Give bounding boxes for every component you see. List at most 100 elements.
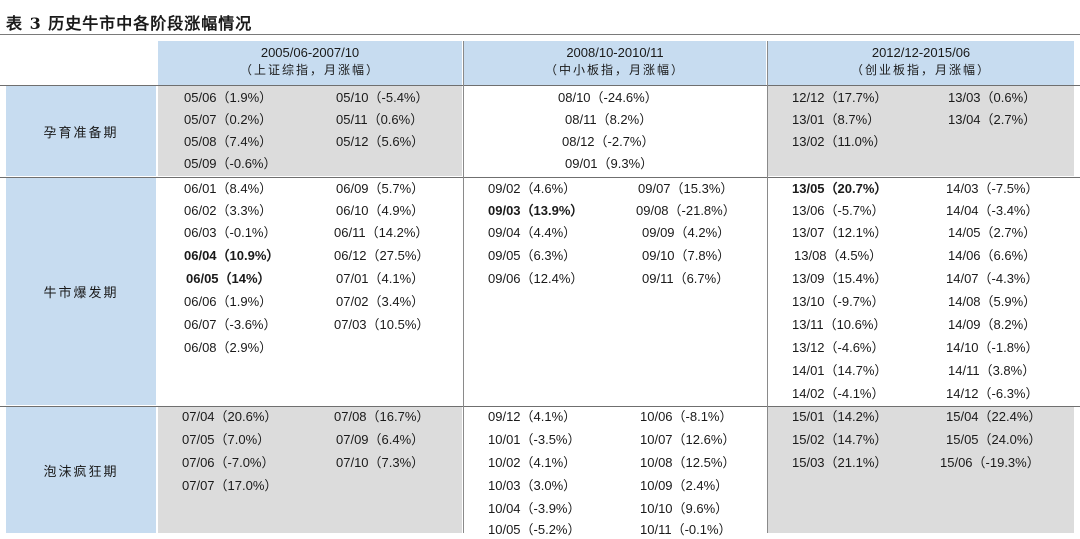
table-cell: 06/09（5.7%）	[336, 181, 425, 196]
table-cell: 06/03（-0.1%）	[184, 225, 277, 240]
table-cell: 10/04（-3.9%）	[488, 501, 581, 516]
table-cell-highlight: 06/04（10.9%）	[184, 248, 280, 263]
period-subtitle: （上证综指，月涨幅）	[239, 63, 380, 77]
table-cell: 06/02（3.3%）	[184, 203, 273, 218]
period-divider	[767, 41, 768, 533]
table-cell: 07/10（7.3%）	[336, 455, 425, 470]
table-cell: 09/12（4.1%）	[488, 409, 577, 424]
period-header-2005: 2005/06-2007/10 （上证综指，月涨幅）	[158, 41, 462, 85]
table-cell-highlight: 09/03（13.9%）	[488, 203, 584, 218]
table-cell: 08/12（-2.7%）	[562, 134, 655, 149]
table-cell: 07/04（20.6%）	[182, 409, 278, 424]
table-cell: 10/06（-8.1%）	[640, 409, 733, 424]
table-cell: 08/10（-24.6%）	[558, 90, 658, 105]
table-cell: 07/03（10.5%）	[334, 317, 430, 332]
table-cell: 14/03（-7.5%）	[946, 181, 1039, 196]
shade-p3-s1	[768, 86, 1074, 176]
table-cell: 05/12（5.6%）	[336, 134, 425, 149]
table-cell: 15/06（-19.3%）	[940, 455, 1040, 470]
table-cell: 09/01（9.3%）	[565, 156, 654, 171]
table-cell: 14/05（2.7%）	[948, 225, 1037, 240]
table-cell: 06/11（14.2%）	[334, 225, 429, 240]
table-cell: 13/01（8.7%）	[792, 112, 881, 127]
table-cell: 10/09（2.4%）	[640, 478, 729, 493]
stage-label-preparation: 孕育准备期	[6, 86, 156, 176]
header-bottom-rule	[0, 85, 1080, 86]
table-cell: 05/10（-5.4%）	[336, 90, 429, 105]
table-cell: 10/11（-0.1%）	[640, 522, 732, 537]
table-cell: 15/02（14.7%）	[792, 432, 888, 447]
table-cell: 10/07（12.6%）	[640, 432, 736, 447]
table-cell: 14/11（3.8%）	[948, 363, 1036, 378]
table-cell: 14/08（5.9%）	[948, 294, 1037, 309]
table-cell: 14/04（-3.4%）	[946, 203, 1039, 218]
period-subtitle: （创业板指，月涨幅）	[850, 63, 991, 77]
period-range: 2012/12-2015/06	[871, 45, 971, 60]
stage-divider	[0, 177, 1080, 178]
table-cell: 09/10（7.8%）	[642, 248, 731, 263]
table-cell: 09/04（4.4%）	[488, 225, 577, 240]
table-cell: 05/11（0.6%）	[336, 112, 424, 127]
table-cell-highlight: 06/05（14%）	[186, 271, 271, 286]
table-cell: 14/12（-6.3%）	[946, 386, 1039, 401]
table-cell: 15/05（24.0%）	[946, 432, 1042, 447]
period-range: 2005/06-2007/10	[260, 45, 360, 60]
table-cell: 15/03（21.1%）	[792, 455, 888, 470]
table-cell: 06/10（4.9%）	[336, 203, 425, 218]
table-cell: 07/06（-7.0%）	[182, 455, 275, 470]
period-header-2012: 2012/12-2015/06 （创业板指，月涨幅）	[768, 41, 1074, 85]
table-cell: 14/02（-4.1%）	[792, 386, 885, 401]
table-cell: 10/05（-5.2%）	[488, 522, 581, 537]
period-range: 2008/10-2010/11	[566, 45, 664, 60]
table-cell: 09/08（-21.8%）	[636, 203, 736, 218]
stage-label-bubble: 泡沫疯狂期	[6, 407, 156, 533]
table-cell-highlight: 13/05（20.7%）	[792, 181, 888, 196]
table-cell: 06/06（1.9%）	[184, 294, 273, 309]
table-cell: 09/11（6.7%）	[642, 271, 730, 286]
table-cell: 13/08（4.5%）	[794, 248, 883, 263]
table-cell: 06/12（27.5%）	[334, 248, 430, 263]
table-cell: 10/01（-3.5%）	[488, 432, 581, 447]
table-cell: 05/09（-0.6%）	[184, 156, 277, 171]
table-cell: 10/03（3.0%）	[488, 478, 577, 493]
table-cell: 14/07（-4.3%）	[946, 271, 1039, 286]
shade-p3-s3	[768, 407, 1074, 533]
table-title: 表 3 历史牛市中各阶段涨幅情况	[6, 14, 253, 33]
table-cell: 09/09（4.2%）	[642, 225, 731, 240]
table-cell: 14/10（-1.8%）	[946, 340, 1039, 355]
period-subtitle: （中小板指，月涨幅）	[544, 63, 685, 77]
table-cell: 14/01（14.7%）	[792, 363, 888, 378]
table-cell: 13/06（-5.7%）	[792, 203, 885, 218]
table-cell: 10/10（9.6%）	[640, 501, 729, 516]
table-cell: 12/12（17.7%）	[792, 90, 888, 105]
table-cell: 07/08（16.7%）	[334, 409, 430, 424]
table-cell: 13/09（15.4%）	[792, 271, 888, 286]
stage-divider	[0, 406, 1080, 407]
table-cell: 09/02（4.6%）	[488, 181, 577, 196]
table-cell: 05/08（7.4%）	[184, 134, 273, 149]
table-cell: 08/11（8.2%）	[565, 112, 653, 127]
table-cell: 09/06（12.4%）	[488, 271, 584, 286]
table-cell: 10/02（4.1%）	[488, 455, 577, 470]
table-cell: 15/01（14.2%）	[792, 409, 888, 424]
table-cell: 06/08（2.9%）	[184, 340, 273, 355]
period-divider	[463, 41, 464, 533]
table-cell: 07/09（6.4%）	[336, 432, 425, 447]
table-cell: 07/07（17.0%）	[182, 478, 278, 493]
table-cell: 05/07（0.2%）	[184, 112, 273, 127]
table-cell: 10/08（12.5%）	[640, 455, 736, 470]
table-cell: 14/06（6.6%）	[948, 248, 1037, 263]
table-cell: 06/07（-3.6%）	[184, 317, 277, 332]
table-cell: 13/10（-9.7%）	[792, 294, 885, 309]
table-cell: 15/04（22.4%）	[946, 409, 1042, 424]
table-cell: 13/07（12.1%）	[792, 225, 888, 240]
table-cell: 09/05（6.3%）	[488, 248, 577, 263]
table-cell: 13/11（10.6%）	[792, 317, 887, 332]
table-cell: 13/12（-4.6%）	[792, 340, 885, 355]
shade-p1-s3	[158, 407, 462, 533]
table-cell: 13/02（11.0%）	[792, 134, 887, 149]
shade-p1-s1	[158, 86, 462, 176]
period-header-2008: 2008/10-2010/11 （中小板指，月涨幅）	[464, 41, 766, 85]
table-cell: 07/05（7.0%）	[182, 432, 271, 447]
table-cell: 05/06（1.9%）	[184, 90, 273, 105]
